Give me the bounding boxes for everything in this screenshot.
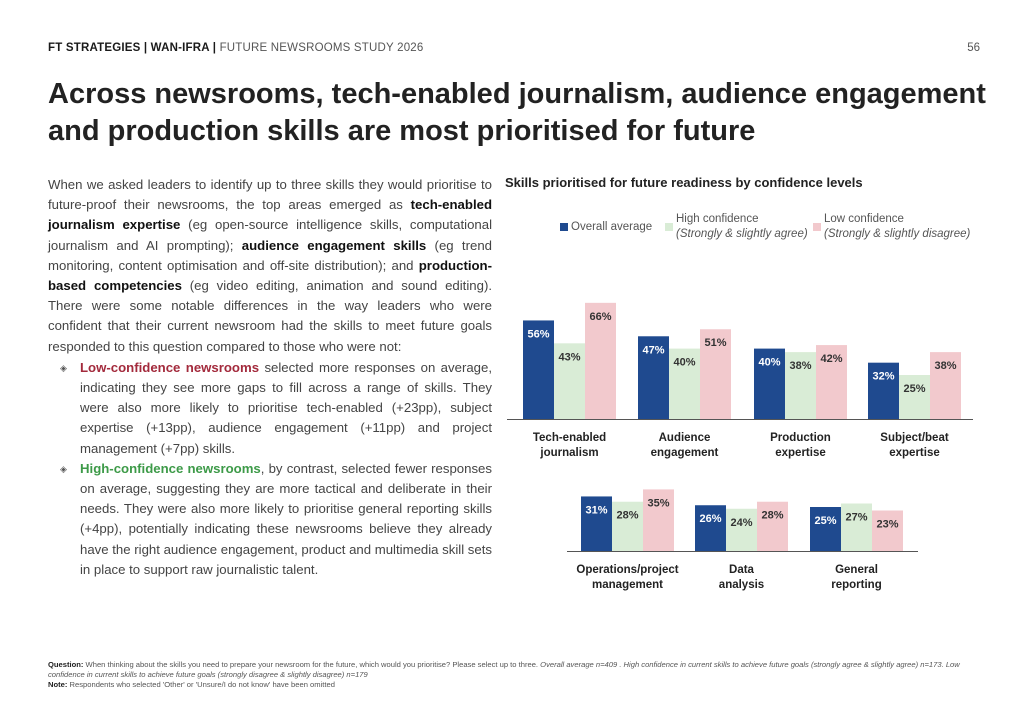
bar-value-label: 28% — [616, 510, 638, 522]
category-label: Data — [729, 564, 755, 576]
footnote-sample-sizes: Overall average n=409 . High confidence … — [48, 660, 960, 679]
category-label: Operations/project — [576, 564, 678, 576]
bar-value-label: 40% — [758, 357, 780, 369]
bar-value-label: 25% — [903, 383, 925, 395]
intro-bold-1: tech-enabled journalism expertise — [48, 197, 492, 233]
bar — [899, 375, 930, 419]
bullet-low-confidence: ◈ Low-confidence newsrooms selected more … — [48, 358, 492, 459]
bar — [868, 362, 899, 419]
footnote-question-label: Question: — [48, 660, 84, 669]
legend-swatch-overall — [560, 223, 568, 231]
chart-title: Skills prioritised for future readiness … — [505, 175, 863, 190]
legend-swatch-high — [665, 223, 673, 231]
legend-text-low: Low confidence (Strongly & slightly disag… — [824, 212, 970, 242]
bar-value-label: 23% — [876, 519, 898, 531]
category-label: Subject/beat — [880, 432, 949, 444]
legend-label-low: Low confidence — [824, 213, 904, 225]
intro-text-3: (eg trend monitoring, content optimisati… — [48, 237, 492, 273]
category-label: Production — [770, 432, 831, 444]
low-confidence-text: selected more responses on average, indi… — [80, 359, 492, 456]
bar-value-label: 35% — [647, 497, 669, 509]
bar — [816, 345, 847, 419]
category-label: journalism — [539, 447, 598, 459]
bar-value-label: 47% — [642, 344, 664, 356]
legend-text-high: High confidence (Strongly & slightly agre… — [676, 212, 808, 242]
footnote-question-text: When thinking about the skills you need … — [83, 660, 541, 669]
category-label: General — [835, 564, 878, 576]
header-org: FT STRATEGIES | WAN-IFRA | — [48, 42, 217, 54]
category-label: Tech-enabled — [533, 432, 606, 444]
high-confidence-heading: High-confidence newsrooms — [80, 460, 261, 476]
high-confidence-text: , by contrast, selected fewer responses … — [80, 460, 492, 577]
bar — [612, 501, 643, 551]
bar — [757, 501, 788, 551]
header-study: FUTURE NEWSROOMS STUDY 2026 — [219, 42, 424, 54]
bar-value-label: 38% — [934, 360, 956, 372]
bar-value-label: 42% — [820, 353, 842, 365]
low-confidence-heading: Low-confidence newsrooms — [80, 359, 260, 375]
bar-value-label: 32% — [872, 371, 894, 383]
page-header: FT STRATEGIES | WAN-IFRA | FUTURE NEWSRO… — [48, 42, 423, 54]
intro-text-1: When we asked leaders to identify up to … — [48, 177, 492, 213]
bar — [695, 505, 726, 551]
bar-value-label: 66% — [589, 311, 611, 323]
bar — [726, 508, 757, 551]
bar — [754, 348, 785, 419]
footnote-note-label: Note: — [48, 680, 68, 689]
bar-value-label: 27% — [845, 511, 867, 523]
bar — [841, 503, 872, 551]
bar-value-label: 56% — [527, 328, 549, 340]
bullet-list: ◈ Low-confidence newsrooms selected more … — [48, 358, 492, 580]
bar — [638, 336, 669, 419]
bar-value-label: 25% — [814, 515, 836, 527]
bar — [669, 348, 700, 419]
bar — [554, 343, 585, 419]
category-label: management — [592, 579, 663, 591]
bullet-high-confidence: ◈ High-confidence newsrooms, by contrast,… — [48, 459, 492, 580]
intro-bold-2: audience engagement skills — [241, 237, 427, 253]
bar — [581, 496, 612, 551]
legend-label-overall: Overall average — [571, 221, 653, 233]
bar — [930, 352, 961, 419]
bar — [785, 352, 816, 419]
intro-paragraph: When we asked leaders to identify up to … — [48, 175, 492, 357]
intro-text-4: (eg video editing, animation and sound e… — [48, 278, 492, 354]
bar-value-label: 40% — [673, 357, 695, 369]
category-label: reporting — [831, 579, 881, 591]
body-text: When we asked leaders to identify up to … — [48, 175, 492, 580]
diamond-bullet-icon: ◈ — [60, 362, 67, 373]
footnote: Question: When thinking about the skills… — [48, 660, 988, 690]
diamond-bullet-icon: ◈ — [60, 463, 67, 474]
legend-sub-high: (Strongly & slightly agree) — [676, 228, 808, 240]
bar-value-label: 26% — [699, 513, 721, 525]
bar — [872, 510, 903, 551]
footnote-note-text: Respondents who selected 'Other' or 'Uns… — [67, 680, 335, 689]
category-label: expertise — [775, 447, 826, 459]
bar — [643, 489, 674, 551]
legend-label-high: High confidence — [676, 213, 759, 225]
bar-value-label: 43% — [558, 351, 580, 363]
intro-text-2: (eg open-source intelligence skills, com… — [48, 217, 493, 253]
bar — [523, 320, 554, 419]
category-label: Audience — [659, 432, 711, 444]
bar-value-label: 51% — [704, 337, 726, 349]
page-title: Across newsrooms, tech-enabled journalis… — [48, 78, 986, 147]
bar-value-label: 31% — [585, 504, 607, 516]
legend-swatch-low — [813, 223, 821, 231]
legend-sub-low: (Strongly & slightly disagree) — [824, 228, 971, 240]
bar-value-label: 24% — [730, 517, 752, 529]
category-label: analysis — [719, 579, 764, 591]
page-number: 56 — [967, 42, 980, 54]
bar-value-label: 28% — [761, 510, 783, 522]
category-label: engagement — [651, 447, 719, 459]
bar — [585, 302, 616, 419]
bar — [700, 329, 731, 419]
intro-bold-3: production-based competencies — [48, 257, 492, 294]
bar-value-label: 38% — [789, 360, 811, 372]
bar — [810, 507, 841, 551]
category-label: expertise — [889, 447, 940, 459]
